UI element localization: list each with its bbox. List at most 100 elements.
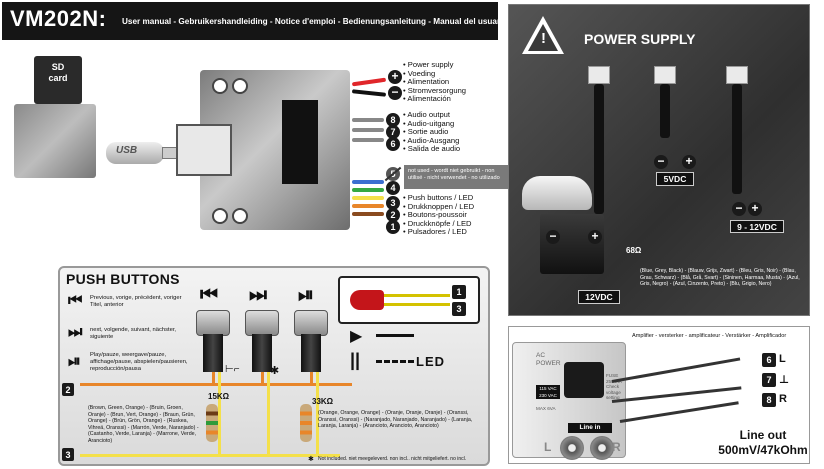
power-supply-title: POWER SUPPLY bbox=[584, 31, 696, 47]
power-connector-3 bbox=[726, 66, 748, 84]
previous-symbol-icon: ⏮ bbox=[200, 284, 218, 306]
audio-wire-6 bbox=[352, 138, 384, 142]
next-push-button bbox=[245, 310, 279, 372]
play-pause-symbol-icon: ⏯ bbox=[298, 284, 314, 306]
next-icon: ⏭ bbox=[68, 324, 83, 341]
black-wire bbox=[351, 89, 387, 97]
jack-7-icon: 7 bbox=[762, 373, 776, 387]
sd-card-module bbox=[14, 104, 96, 178]
exclamation-icon: ! bbox=[541, 30, 546, 47]
battery-icon bbox=[540, 214, 604, 274]
orange-drop-1 bbox=[212, 372, 215, 384]
not-included-note: Not included. niet meegeleverd. non incl… bbox=[318, 456, 467, 462]
power-connector-2 bbox=[654, 66, 676, 84]
minus-5v-icon: − bbox=[654, 155, 668, 169]
not-used-line-2: utilisé - nicht verwendet - no utilizado bbox=[408, 175, 500, 181]
play-pause-description: Play/pauze, weergave/pauze, affichage/pa… bbox=[90, 352, 188, 372]
orange-wire bbox=[352, 204, 384, 208]
max-va-label: MAX 6VA bbox=[536, 406, 556, 411]
mounting-hole bbox=[212, 78, 228, 94]
minus-icon: − bbox=[388, 86, 402, 100]
switch-symbol-icon: ⊢⌐ bbox=[225, 364, 240, 375]
jack-6-label: L bbox=[779, 353, 786, 365]
voltage-selector: 115 VAC 230 VAC bbox=[536, 385, 560, 399]
connector-5-icon: 5 bbox=[386, 167, 400, 181]
audio-output-legend: Audio output Audio-uitgang Sortie audio … bbox=[403, 110, 460, 154]
ac-power-label: AC POWER bbox=[536, 352, 576, 368]
yellow-drop-1 bbox=[218, 372, 221, 456]
connector-3-icon: 3 bbox=[386, 196, 400, 210]
power-wire-colors: (Blue, Grey, Black) - (Blauw, Grijs, Zwa… bbox=[640, 268, 800, 287]
connector-8-icon: 8 bbox=[386, 113, 400, 127]
resistor-15k-value: 15KΩ bbox=[208, 392, 230, 401]
line-2-icon: 2 bbox=[62, 383, 74, 396]
power-cable-2 bbox=[660, 84, 670, 138]
resistor-15k bbox=[206, 404, 218, 442]
sd-card-label-1: SD bbox=[51, 62, 65, 72]
connector-2-icon: 2 bbox=[386, 208, 400, 222]
not-included-icon: ✱ bbox=[308, 456, 314, 463]
minus-9v-icon: − bbox=[732, 202, 746, 216]
usb-stick bbox=[106, 142, 164, 164]
line-out-label: Line out 500mV/47kOhm bbox=[718, 428, 808, 458]
line-3-icon: 3 bbox=[62, 448, 74, 461]
asterisk-icon: ✱ bbox=[270, 365, 280, 377]
short-leg-line bbox=[376, 360, 414, 363]
connector-6-icon: 6 bbox=[386, 137, 400, 151]
audio-output-es: Salida de audio bbox=[403, 145, 460, 154]
blue-wire bbox=[352, 180, 384, 184]
usb-stick-label: USB bbox=[116, 145, 138, 156]
power-supply-legend: Power supply Voeding Alimentation Stromv… bbox=[403, 60, 466, 104]
audio-output-de: Audio-Ausgang bbox=[403, 136, 460, 146]
red-wire bbox=[351, 77, 387, 87]
audio-output-fr: Sortie audio bbox=[403, 128, 460, 137]
power-cable-3 bbox=[732, 84, 742, 194]
rca-right-jack bbox=[590, 436, 614, 460]
power-cable-1 bbox=[594, 84, 604, 214]
voltage-230: 230 VAC bbox=[539, 393, 557, 398]
yellow-wire bbox=[352, 196, 384, 200]
led-pin-3-icon: 3 bbox=[452, 302, 466, 316]
power-supply-de: Stromversorgung bbox=[403, 86, 466, 96]
battery-plus-icon: + bbox=[588, 230, 602, 244]
not-used-line-1: not used - wordt niet gebruikt - non bbox=[408, 168, 495, 174]
connector-1-icon: 1 bbox=[386, 220, 400, 234]
brown-wire bbox=[352, 212, 384, 216]
header-bar: VM202N: User manual - Gebruikershandleid… bbox=[2, 2, 507, 40]
play-pause-icon: ⏯ bbox=[68, 353, 81, 370]
usb-port bbox=[176, 124, 232, 176]
power-socket-icon bbox=[564, 362, 604, 398]
voltage-9-12v: 9 - 12VDC bbox=[730, 220, 784, 233]
power-supply-en: Power supply bbox=[403, 60, 466, 70]
resistor-68-value: 68Ω bbox=[626, 246, 642, 255]
manual-languages: User manual - Gebruikershandleiding - No… bbox=[122, 17, 508, 26]
jack-6-icon: 6 bbox=[762, 353, 776, 367]
push-buttons-fr: Boutons-poussoir bbox=[403, 211, 474, 220]
left-channel-label: L bbox=[544, 440, 552, 454]
voltage-12v: 12VDC bbox=[578, 290, 620, 304]
led-leg-short bbox=[384, 303, 450, 306]
plus-5v-icon: + bbox=[682, 155, 696, 169]
warning-triangle-inner bbox=[528, 24, 558, 51]
resistor-33k-value: 33KΩ bbox=[312, 397, 334, 406]
line-out-line-1: Line out bbox=[739, 428, 787, 442]
push-buttons-nl: Drukknoppen / LED bbox=[403, 202, 474, 212]
connector-7-icon: 7 bbox=[386, 125, 400, 139]
mounting-hole bbox=[212, 208, 228, 224]
next-description: next, volgende, suivant, nächster, sigui… bbox=[90, 327, 177, 340]
orange-drop-3 bbox=[310, 372, 313, 384]
audio-wire-8 bbox=[352, 118, 384, 122]
jack-8-icon: 8 bbox=[762, 393, 776, 407]
push-buttons-title: PUSH BUTTONS bbox=[66, 271, 180, 287]
led-cathode-icon: || bbox=[350, 350, 361, 370]
rca-left-jack bbox=[560, 436, 584, 460]
line-in-label: Line in bbox=[568, 423, 612, 433]
not-used-note: not used - wordt niet gebruikt - non uti… bbox=[404, 165, 508, 189]
power-supply-fr: Alimentation bbox=[403, 78, 466, 87]
led-anode-icon: ▶ bbox=[350, 328, 363, 345]
jack-7-label: ⊥ bbox=[779, 374, 790, 386]
amplifier-header: Amplifier - versterker - amplificateur -… bbox=[632, 333, 787, 339]
connector-4-icon: 4 bbox=[386, 181, 400, 195]
power-supply-es: Alimentación bbox=[403, 95, 466, 104]
previous-push-button bbox=[196, 310, 230, 372]
